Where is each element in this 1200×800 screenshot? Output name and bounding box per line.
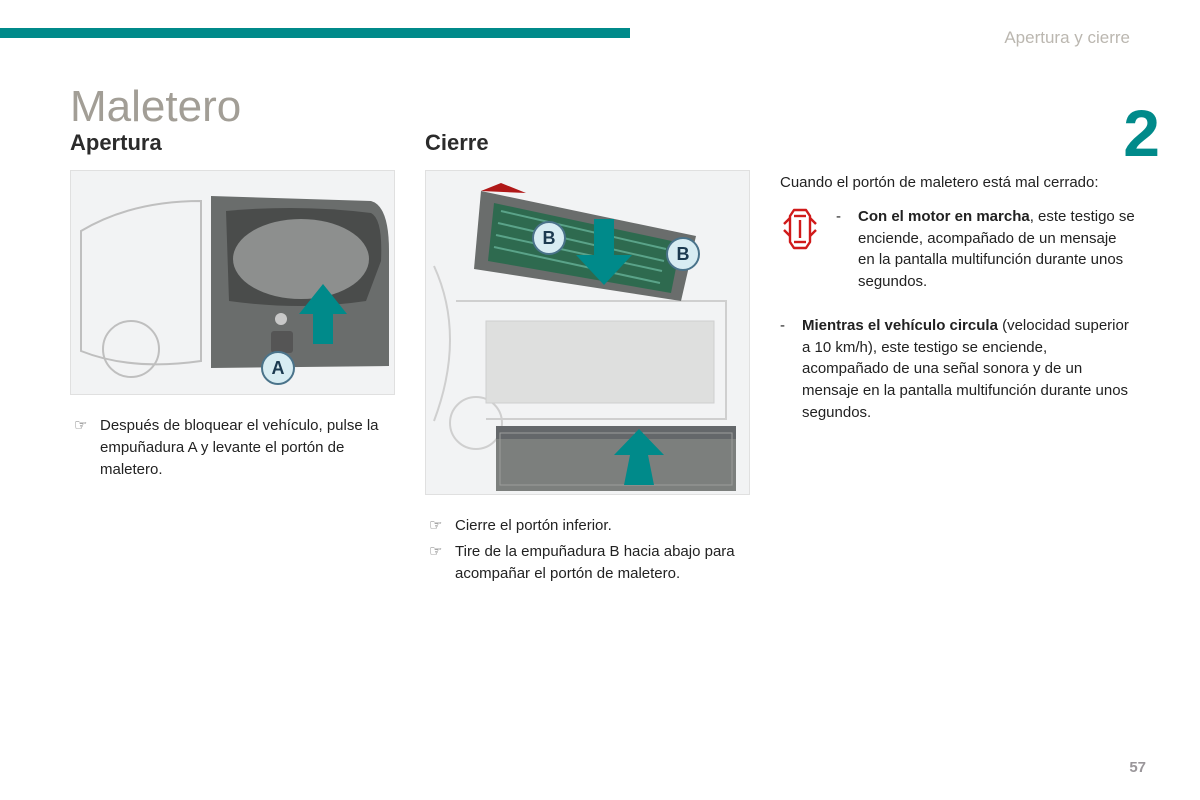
column-cierre: Cierre <box>425 130 755 588</box>
door-open-warning-icon <box>780 206 820 293</box>
heading-cierre: Cierre <box>425 130 755 156</box>
chapter-number: 2 <box>1123 100 1160 166</box>
arrow-up-icon <box>614 429 664 485</box>
step-text: Después de bloquear el vehículo, pulse l… <box>100 415 400 480</box>
car-rear-drawing <box>71 171 396 396</box>
column-apertura: Apertura A ☞ Después de bloquear el vehí… <box>70 130 400 484</box>
warning-bold: Con el motor en marcha <box>858 208 1030 225</box>
warning-item-moving: - Mientras el vehículo circula (velocida… <box>780 315 1135 424</box>
illustration-apertura: A <box>70 170 395 395</box>
top-accent-bar <box>0 28 630 38</box>
pointer-icon: ☞ <box>429 541 443 585</box>
pointer-icon: ☞ <box>74 415 88 480</box>
warning-intro: Cuando el portón de maletero está mal ce… <box>780 172 1135 194</box>
apertura-steps: ☞ Después de bloquear el vehículo, pulse… <box>70 415 400 480</box>
arrow-up-icon <box>299 284 347 314</box>
list-item: ☞ Tire de la empuñadura B hacia abajo pa… <box>429 541 755 585</box>
warning-bold: Mientras el vehículo circula <box>802 317 998 334</box>
step-text: Tire de la empuñadura B hacia abajo para… <box>455 541 755 585</box>
marker-a: A <box>261 351 295 385</box>
marker-b: B <box>666 237 700 271</box>
page-title: Maletero <box>70 82 241 132</box>
list-item: ☞ Cierre el portón inferior. <box>429 515 755 537</box>
column-warnings: Cuando el portón de maletero está mal ce… <box>780 172 1135 424</box>
illustration-cierre: B B <box>425 170 750 495</box>
step-text: Cierre el portón inferior. <box>455 515 612 537</box>
heading-apertura: Apertura <box>70 130 400 156</box>
warning-text: - Con el motor en marcha, este testigo s… <box>836 206 1135 293</box>
dash-bullet: - <box>780 315 790 424</box>
page-number: 57 <box>1129 759 1146 776</box>
marker-b: B <box>532 221 566 255</box>
dash-bullet: - <box>836 206 846 293</box>
warning-item-engine-running: - Con el motor en marcha, este testigo s… <box>780 206 1135 293</box>
section-header: Apertura y cierre <box>1004 28 1130 48</box>
arrow-down-icon <box>576 219 632 285</box>
list-item: ☞ Después de bloquear el vehículo, pulse… <box>74 415 400 480</box>
pointer-icon: ☞ <box>429 515 443 537</box>
cierre-steps: ☞ Cierre el portón inferior. ☞ Tire de l… <box>425 515 755 584</box>
